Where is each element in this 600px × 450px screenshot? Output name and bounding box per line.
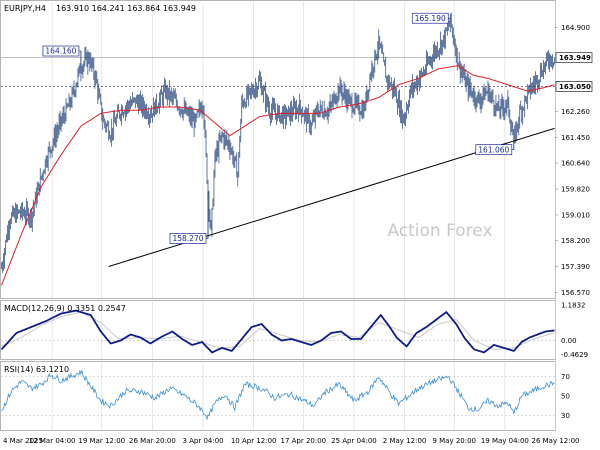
chart-ohlc-header: 163.910 164.241 163.864 163.949 [56,4,196,13]
y-axis-tick-label: 159.010 [561,211,590,219]
price-annotation-box [475,144,513,156]
x-axis-tick-label: 3 Apr 04:00 [182,437,223,445]
x-axis-tick-label: 19 May 04:00 [481,437,529,445]
y-axis-tick-label: 159.820 [561,186,590,194]
y-axis-tick-label: 161.450 [561,134,590,142]
macd-signal-line [1,311,555,350]
y-axis-tick-label: 158.200 [561,237,590,245]
x-axis-tick-label: 26 May 12:00 [531,437,579,445]
x-axis-tick-label: 10 Apr 12:00 [231,437,277,445]
price-annotation-label: 158.270 [172,234,203,243]
y-axis-tick-label: 157.390 [561,263,590,271]
x-axis-tick-label: 9 May 20:00 [432,437,476,445]
price-annotation-label: 161.060 [478,145,509,154]
x-axis-tick-label: 25 Apr 04:00 [331,437,377,445]
y-axis-tick-label: 160.640 [561,160,590,168]
y-axis-tick-label: 164.900 [561,24,590,32]
macd-y-tick-label: -0.4629 [561,351,588,359]
price-annotation-box [169,233,207,244]
price-annotation-box [42,45,80,57]
macd-y-tick-label: 0.00 [561,337,577,345]
y-axis-tick-label: 156.570 [561,289,590,297]
x-axis-tick-label: 17 Apr 20:00 [280,437,326,445]
rsi-y-tick-label: 30 [561,412,570,420]
rsi-y-tick-label: 50 [561,393,570,401]
price-annotation-label: 164.160 [45,47,76,56]
x-axis-tick-label: 12 Mar 04:00 [29,437,76,445]
moving-average-line [1,65,555,286]
x-axis-tick-label: 26 Mar 20:00 [129,437,176,445]
main-panel-frame [0,0,556,299]
rsi-header: RSI(14) 63.1210 [4,365,69,374]
y-axis-tick-label: 162.260 [561,108,590,116]
x-axis-tick-label: 2 May 12:00 [383,437,427,445]
current-price-tag-box [555,52,593,64]
current-price-tag: 163.949 [559,54,591,62]
x-axis-tick-label: 19 Mar 12:00 [78,437,125,445]
x-axis-tick-label: 4 Mar 2025 [3,437,43,445]
rsi-line [1,369,555,421]
watermark: Action Forex [387,221,492,241]
rsi-y-tick-label: 70 [561,373,570,381]
macd-y-tick-label: 1.1832 [561,302,586,310]
macd-main-line [0,309,555,354]
level-price-tag: 163.050 [559,83,591,91]
price-annotation-box [411,12,449,24]
macd-header: MACD(12,26,9) 0.3351 0.2547 [4,304,126,313]
level-price-tag-box [555,81,593,92]
price-annotation-label: 165.190 [415,14,446,23]
chart-symbol-header: EURJPY,H4 [4,4,46,13]
